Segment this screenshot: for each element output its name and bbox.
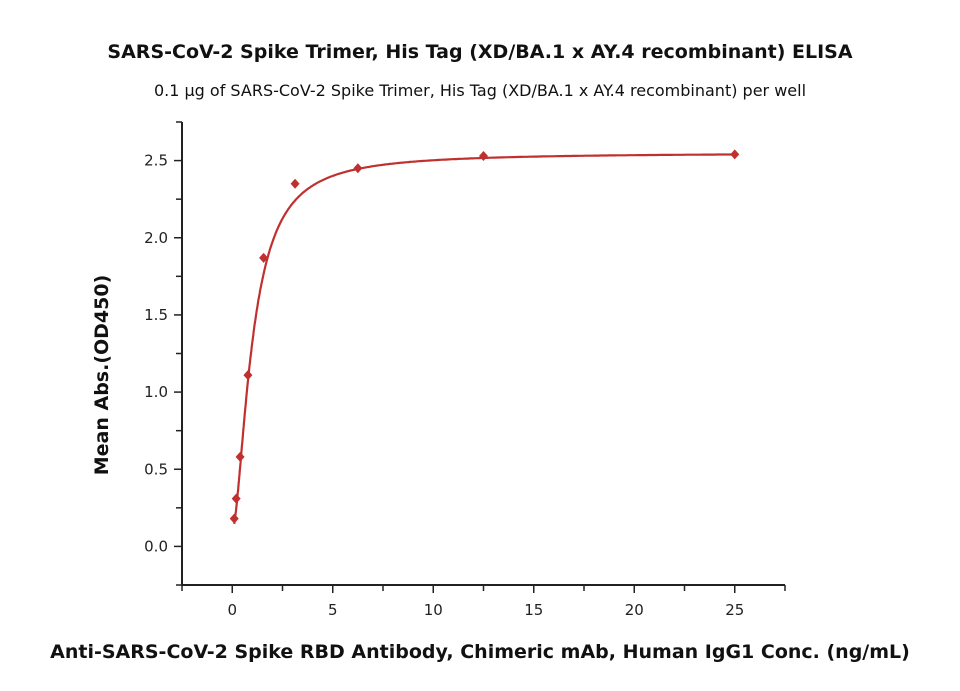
x-tick-label: 10 <box>424 601 443 619</box>
x-tick-label: 5 <box>328 601 338 619</box>
y-tick-label: 2.0 <box>144 229 168 247</box>
y-tick-label: 0.5 <box>144 460 168 478</box>
y-axis-label: Mean Abs.(OD450) <box>91 275 113 476</box>
y-tick-label: 0.0 <box>144 537 168 555</box>
chart-subtitle: 0.1 μg of SARS-CoV-2 Spike Trimer, His T… <box>154 81 806 100</box>
x-axis-label: Anti-SARS-CoV-2 Spike RBD Antibody, Chim… <box>50 641 910 663</box>
y-tick-label: 2.5 <box>144 152 168 170</box>
x-tick-label: 15 <box>524 601 543 619</box>
data-point <box>229 513 239 524</box>
y-tick-label: 1.5 <box>144 306 168 324</box>
data-point <box>479 150 488 161</box>
data-point <box>259 252 269 263</box>
y-tick-label: 1.0 <box>144 383 168 401</box>
fit-curve <box>233 153 735 525</box>
data-point <box>290 178 300 189</box>
x-tick-label: 0 <box>227 601 237 619</box>
data-point <box>231 493 241 504</box>
chart-title: SARS-CoV-2 Spike Trimer, His Tag (XD/BA.… <box>107 41 852 63</box>
data-point <box>353 163 363 174</box>
x-tick-label: 20 <box>625 601 644 619</box>
x-tick-label: 25 <box>725 601 744 619</box>
data-point <box>730 149 740 160</box>
data-point <box>243 370 253 381</box>
data-point <box>235 451 245 462</box>
